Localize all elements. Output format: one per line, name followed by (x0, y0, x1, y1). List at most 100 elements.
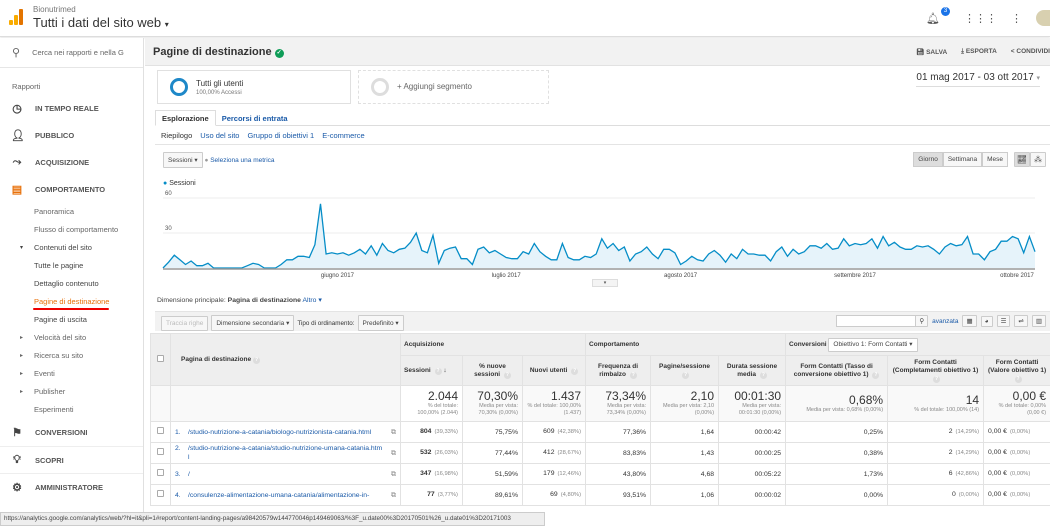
more-vert-icon[interactable]: ⋮ (1011, 12, 1022, 25)
pages-session-cell: 1,43 (650, 442, 720, 464)
row-checkbox[interactable] (157, 490, 164, 497)
row-checkbox[interactable] (157, 448, 164, 455)
notifications-button[interactable]: 🔔︎ 3 (926, 6, 950, 25)
granularity-day[interactable]: Giorno (913, 152, 943, 167)
table-search-input[interactable] (836, 315, 917, 327)
col-header[interactable]: Form Contatti (Tasso di conversione obie… (785, 355, 889, 386)
sidebar-subitem[interactable]: ▸ Eventi (0, 365, 143, 383)
sidebar-subitem[interactable]: ▸ Ricerca su sito (0, 347, 143, 365)
date-range-picker[interactable]: 01 mag 2017 - 03 ott 2017 ▾ (916, 72, 1040, 87)
metric-select[interactable]: Sessioni ▾ (163, 152, 203, 168)
nav-audience[interactable]: 👤︎ PUBBLICO (0, 122, 143, 149)
subtab-site-usage[interactable]: Uso del sito (200, 131, 240, 140)
completions-cell: 2 (14,29%) (887, 421, 985, 443)
landing-page-cell[interactable]: 1. /studio-nutrizione-a-catania/biologo-n… (170, 421, 401, 443)
advanced-filter-link[interactable]: avanzata (932, 317, 959, 325)
nav-realtime[interactable]: ◷ IN TEMPO REALE (0, 95, 143, 122)
open-page-icon[interactable]: ⧉ (391, 492, 396, 499)
open-page-icon[interactable]: ⧉ (391, 450, 396, 457)
landing-page-cell[interactable]: 3. / ⧉ (170, 463, 401, 485)
other-dimension-link[interactable]: Altro ▾ (302, 297, 322, 304)
avatar[interactable] (1036, 10, 1050, 26)
row-checkbox[interactable] (157, 427, 164, 434)
percent: (4,80%) (560, 492, 582, 498)
nav-label: PUBBLICO (35, 131, 75, 140)
line-chart-icon[interactable]: 📈︎ (1014, 152, 1030, 167)
plot-rows-button[interactable]: Traccia righe (161, 315, 209, 331)
subtab-summary[interactable]: Riepilogo (161, 131, 193, 140)
open-page-icon[interactable]: ⧉ (391, 471, 396, 478)
share-button[interactable]: < CONDIVIDI (1010, 48, 1050, 55)
col-header[interactable]: % nuove sessioni ? (462, 355, 523, 386)
col-header[interactable]: Durata sessione media ? (718, 355, 787, 386)
select-metric-link[interactable]: Seleziona una metrica (210, 157, 275, 164)
landing-page-link[interactable]: /studio-nutrizione-a-catania/biologo-nut… (188, 428, 372, 436)
pages-per-session: 4,68 (700, 470, 715, 478)
col-header[interactable]: Frequenza di rimbalzo ? (585, 355, 652, 386)
segment-all-users[interactable]: Tutti gli utenti 100,00% Accessi (157, 70, 351, 104)
subtab-goal-set[interactable]: Gruppo di obiettivi 1 (247, 131, 315, 140)
percent: (39,33%) (434, 429, 458, 435)
col-header[interactable]: Form Contatti (Valore obiettivo 1) ? (983, 355, 1050, 386)
sidebar-subitem[interactable]: ▸ Velocità del sito (0, 329, 143, 347)
sidebar-subitem[interactable]: Pagine di uscita (0, 311, 143, 329)
landing-page-link[interactable]: /consulenze-alimentazione-umana-catania/… (188, 491, 370, 499)
tab-entrance-paths[interactable]: Percorsi di entrata (221, 114, 288, 123)
comparison-view-icon[interactable]: ⇌ (1014, 315, 1028, 327)
sidebar-subitem[interactable]: ▾ Contenuti del sito (0, 239, 143, 257)
table-view-icon[interactable]: ▦ (962, 315, 977, 327)
landing-page-cell[interactable]: 2. /studio-nutrizione-a-catania/studio-nu… (170, 442, 401, 464)
apps-grid-icon[interactable]: ⋮⋮⋮ (964, 12, 997, 25)
performance-view-icon[interactable]: ☰ (996, 315, 1011, 327)
subtab-ecommerce[interactable]: E-commerce (322, 131, 365, 140)
sidebar-search[interactable]: ⚲ Cerca nei rapporti e nella G (0, 38, 143, 68)
tab-explorer[interactable]: Esplorazione (155, 110, 216, 126)
col-header[interactable]: Sessioni ? ↓ (400, 355, 463, 386)
save-button[interactable]: 💾︎ SALVA (916, 49, 948, 56)
pie-view-icon[interactable]: ◕ (980, 315, 993, 327)
sidebar-subitem[interactable]: Dettaglio contenuto (0, 275, 143, 293)
search-icon[interactable]: ⚲ (915, 315, 929, 327)
duration-cell: 00:05:22 (718, 463, 787, 485)
col-header[interactable]: Form Contatti (Completamenti obiettivo 1… (887, 355, 985, 386)
row-checkbox[interactable] (157, 469, 164, 476)
secondary-dimension-select[interactable]: Dimensione secondaria ▾ (211, 315, 295, 331)
goal-select[interactable]: Obiettivo 1: Form Contatti ▾ (828, 337, 918, 352)
granularity-week[interactable]: Settimana (942, 152, 983, 167)
granularity-month[interactable]: Mese (982, 152, 1008, 167)
chart-collapse-button[interactable]: ▾ (592, 279, 618, 287)
sidebar-subitem[interactable]: Pagine di destinazione (0, 293, 143, 311)
nav-discover[interactable]: 💡︎ SCOPRI (0, 446, 143, 473)
landing-page-link[interactable]: / (188, 470, 190, 478)
nav-conversions[interactable]: ⚑ CONVERSIONI (0, 419, 143, 446)
export-button[interactable]: ⤓ ESPORTA (961, 48, 997, 55)
select-all-checkbox[interactable] (157, 354, 164, 362)
col-header[interactable]: Pagine/sessione ? (650, 355, 720, 386)
sort-type-select[interactable]: Predefinito ▾ (357, 315, 404, 331)
sidebar-subitem[interactable]: Panoramica (0, 203, 143, 221)
row-select (150, 463, 171, 485)
nav-behavior[interactable]: ▤ COMPORTAMENTO (0, 176, 143, 203)
sidebar-subitem[interactable]: Flusso di comportamento (0, 221, 143, 239)
open-page-icon[interactable]: ⧉ (391, 429, 396, 436)
top-header: Bionutrimed Tutti i dati del sito web ▾ … (0, 0, 1050, 37)
col-landing-page[interactable]: Pagina di destinazione? (170, 333, 401, 386)
sidebar-subitem[interactable]: Esperimenti (0, 401, 143, 419)
search-input[interactable]: Cerca nei rapporti e nella G (32, 48, 124, 57)
motion-chart-icon[interactable]: ⁂ (1030, 152, 1046, 167)
property-selector[interactable]: Tutti i dati del sito web ▾ (33, 15, 169, 30)
landing-page-cell[interactable]: 4. /consulenze-alimentazione-umana-catani… (170, 484, 401, 506)
sidebar-subitem[interactable]: ▸ Publisher (0, 383, 143, 401)
expand-arrow-icon: ▸ (20, 371, 24, 377)
row-index: 1. (175, 428, 181, 436)
sidebar-subitem[interactable]: Tutte le pagine (0, 257, 143, 275)
primary-dimension[interactable]: Pagina di destinazione (227, 297, 301, 304)
nav-admin[interactable]: ⚙ AMMINISTRATORE (0, 473, 143, 500)
nav-acquisition[interactable]: ⤳ ACQUISIZIONE (0, 149, 143, 176)
sort-desc-icon[interactable]: ↓ (443, 366, 447, 374)
total-value: 73,34% (605, 389, 647, 403)
landing-page-link[interactable]: /studio-nutrizione-a-catania/studio-nutr… (188, 445, 383, 461)
col-header[interactable]: Nuovi utenti ? (521, 355, 587, 386)
add-segment-button[interactable]: + Aggiungi segmento (358, 70, 549, 104)
pivot-view-icon[interactable]: ▥ (1031, 315, 1046, 327)
